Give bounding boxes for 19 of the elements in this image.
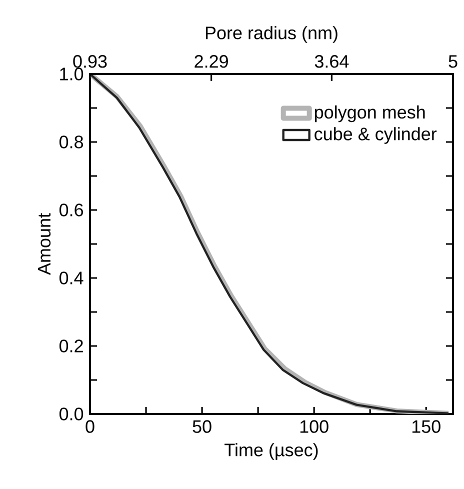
y-tick-label: 0.4 <box>59 272 84 284</box>
y-axis-title: Amount <box>38 213 51 275</box>
x2-axis-title: Pore radius (nm) <box>206 26 338 43</box>
x-axis-title: Time (µsec) <box>224 443 318 460</box>
x2-tick-label: 3.64 <box>314 55 349 68</box>
legend-label: polygon mesh <box>315 105 425 122</box>
x-tick-label: 100 <box>300 420 328 433</box>
x-tick-label: 150 <box>412 420 440 433</box>
y-tick-label: 0.2 <box>59 340 83 352</box>
x-tick-label: 0 <box>86 420 94 433</box>
x2-tick-label: 0.93 <box>73 55 107 68</box>
y-tick-label: 0.0 <box>59 408 84 420</box>
x2-tick-label: 5 <box>448 55 458 68</box>
y-tick-label: 1.0 <box>60 68 84 80</box>
legend-label: cube & cylinder <box>314 127 437 144</box>
y-tick-label: 0.8 <box>59 136 84 148</box>
x-tick-label: 50 <box>192 420 212 433</box>
y-tick-label: 0.6 <box>59 204 84 216</box>
x2-tick-label: 2.29 <box>194 55 228 68</box>
